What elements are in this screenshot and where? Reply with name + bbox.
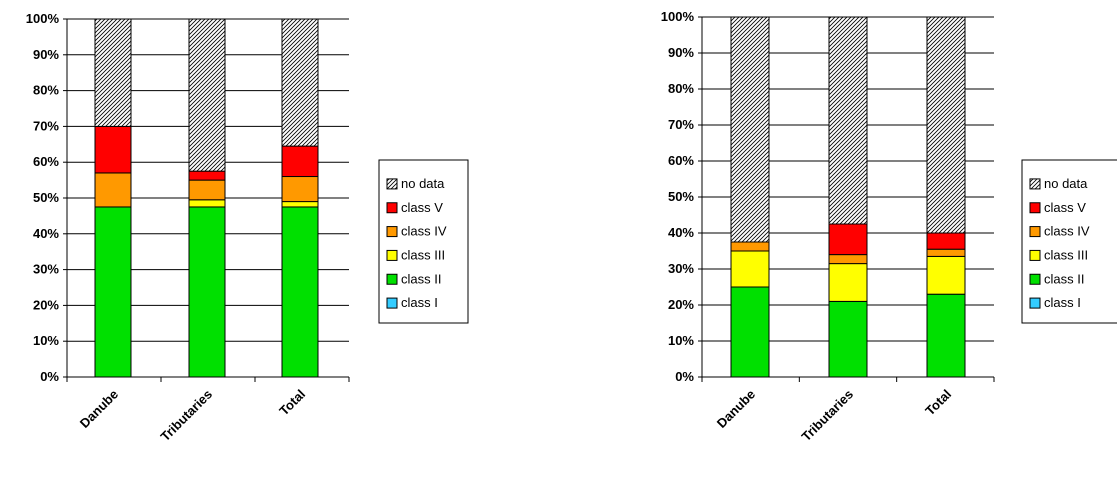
chart1-legend-swatch	[386, 273, 398, 285]
chart2-legend-swatch	[1029, 178, 1041, 190]
chart1-legend-swatch	[386, 297, 398, 309]
chart1-legend-swatch	[386, 249, 398, 261]
chart1-y-tick-label: 0%	[40, 369, 59, 384]
chart1-y-tick-label: 70%	[33, 118, 59, 133]
chart1-bar-no-data-tributaries	[188, 18, 226, 172]
chart2-bar-class-ii-danube	[730, 286, 770, 378]
chart1-legend-swatch	[386, 226, 398, 238]
chart1-y-tick-label: 30%	[33, 262, 59, 277]
chart1-bar-class-v-tributaries	[188, 170, 226, 181]
chart1-y-tick-label: 100%	[26, 11, 60, 26]
chart1-bar-class-iv-danube	[94, 172, 132, 208]
chart1-y-tick-label: 90%	[33, 47, 59, 62]
chart1-bar-class-ii-total	[281, 206, 319, 378]
chart1-y-tick-label: 60%	[33, 154, 59, 169]
chart1-bar-no-data-total	[281, 18, 319, 147]
chart2-y-tick-label: 50%	[668, 189, 694, 204]
chart1-y-tick-label: 20%	[33, 297, 59, 312]
chart2-legend-swatch	[1029, 249, 1041, 261]
chart1-legend-label: class III	[401, 247, 445, 262]
chart2-bar-class-ii-total	[926, 293, 966, 378]
chart1-legend-label: class IV	[401, 224, 447, 239]
chart1-legend-label: class V	[401, 200, 443, 215]
chart2-category-label: Total	[922, 387, 954, 419]
chart1-bar-class-ii-danube	[94, 206, 132, 378]
chart2-legend-swatch	[1029, 297, 1041, 309]
chart2-y-tick-label: 70%	[668, 117, 694, 132]
chart1-legend-label: no data	[401, 176, 445, 191]
chart1-bar-class-v-danube	[94, 125, 132, 174]
chart2-bar-class-iv-tributaries	[828, 254, 868, 265]
chart1-y-tick-label: 40%	[33, 226, 59, 241]
chart1-y-tick-label: 10%	[33, 333, 59, 348]
chart2-legend-label: class IV	[1044, 224, 1090, 239]
chart1-bar-class-ii-tributaries	[188, 206, 226, 378]
chart1-bar-class-v-total	[281, 145, 319, 178]
chart1-bar-class-iv-tributaries	[188, 179, 226, 201]
chart2-bar-class-iv-danube	[730, 241, 770, 252]
chart1-category-label: Total	[276, 387, 308, 419]
chart2-bar-class-v-total	[926, 232, 966, 250]
chart2-bar-class-iii-tributaries	[828, 263, 868, 302]
chart2-y-tick-label: 0%	[675, 369, 694, 384]
chart2-y-tick-label: 40%	[668, 225, 694, 240]
chart2-y-tick-label: 10%	[668, 333, 694, 348]
chart2-bar-no-data-danube	[730, 16, 770, 243]
chart1-bar-class-iii-tributaries	[188, 199, 226, 208]
chart2-y-tick-label: 100%	[661, 9, 695, 24]
chart2-legend-label: class V	[1044, 200, 1086, 215]
chart1-bar-class-iii-total	[281, 201, 319, 208]
chart2-bar-no-data-total	[926, 16, 966, 234]
chart2-category-label: Danube	[714, 387, 758, 431]
chart2-legend-label: class III	[1044, 247, 1088, 262]
chart1-legend-swatch	[386, 202, 398, 214]
chart1-y-tick-label: 80%	[33, 83, 59, 98]
chart2-legend-swatch	[1029, 273, 1041, 285]
chart2-bar-class-ii-tributaries	[828, 300, 868, 378]
chart1-bar-no-data-danube	[94, 18, 132, 127]
chart2-bar-class-v-tributaries	[828, 223, 868, 256]
chart2-legend-swatch	[1029, 202, 1041, 214]
chart2-bar-no-data-tributaries	[828, 16, 868, 225]
chart2-y-tick-label: 90%	[668, 45, 694, 60]
chart2-legend-label: class I	[1044, 295, 1081, 310]
chart2-category-label: Tributaries	[799, 387, 857, 445]
chart1-category-label: Tributaries	[158, 387, 216, 445]
chart2-y-tick-label: 20%	[668, 297, 694, 312]
chart2-legend-label: class II	[1044, 271, 1084, 286]
chart2-y-tick-label: 60%	[668, 153, 694, 168]
chart2-y-tick-label: 80%	[668, 81, 694, 96]
chart2-bar-class-iv-total	[926, 248, 966, 257]
chart1-legend-swatch	[386, 178, 398, 190]
chart1-y-tick-label: 50%	[33, 190, 59, 205]
chart2-bar-class-iii-danube	[730, 250, 770, 288]
chart1-legend-label: class I	[401, 295, 438, 310]
chart1-category-label: Danube	[77, 387, 121, 431]
chart1-bar-class-iv-total	[281, 176, 319, 203]
chart2-legend-swatch	[1029, 226, 1041, 238]
chart1-legend-label: class II	[401, 271, 441, 286]
chart2-y-tick-label: 30%	[668, 261, 694, 276]
chart2-legend-label: no data	[1044, 176, 1088, 191]
chart2-bar-class-iii-total	[926, 255, 966, 295]
